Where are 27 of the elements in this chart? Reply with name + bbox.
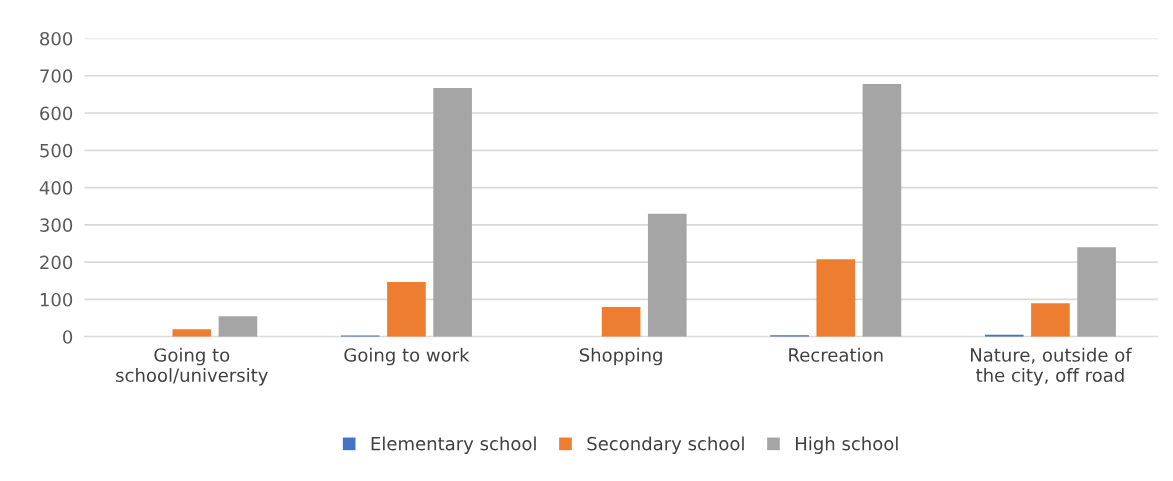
x-tick-label: Going to school/university	[116, 347, 268, 386]
bar	[433, 88, 472, 337]
y-tick-label: 200	[40, 255, 73, 270]
x-tick-label: Nature, outside of the city, off road	[970, 347, 1132, 386]
y-tick-label: 400	[39, 181, 73, 195]
y-tick-label: 0	[63, 330, 73, 344]
y-tick-label: 300	[40, 218, 73, 232]
bar	[816, 259, 856, 337]
x-tick-label: Shopping	[579, 347, 662, 366]
y-tick-label: 100	[40, 292, 73, 307]
bar	[218, 316, 258, 337]
y-tick-label: 600	[40, 106, 73, 121]
y-tick-label: 800	[40, 31, 73, 46]
legend-label: Secondary school	[587, 436, 744, 454]
bar	[862, 83, 902, 337]
y-tick-label: 700	[40, 69, 73, 83]
bar	[387, 281, 426, 337]
y-tick-label: 500	[40, 143, 73, 158]
x-tick-label: Going to work	[344, 347, 470, 366]
bar	[647, 213, 687, 337]
legend-label: Elementary school	[371, 436, 536, 454]
x-tick-label: Recreation	[789, 347, 883, 362]
bar	[1077, 247, 1116, 337]
bar	[172, 329, 212, 337]
bar	[601, 306, 641, 337]
bar	[1031, 303, 1070, 337]
legend-label: High school	[796, 436, 898, 454]
